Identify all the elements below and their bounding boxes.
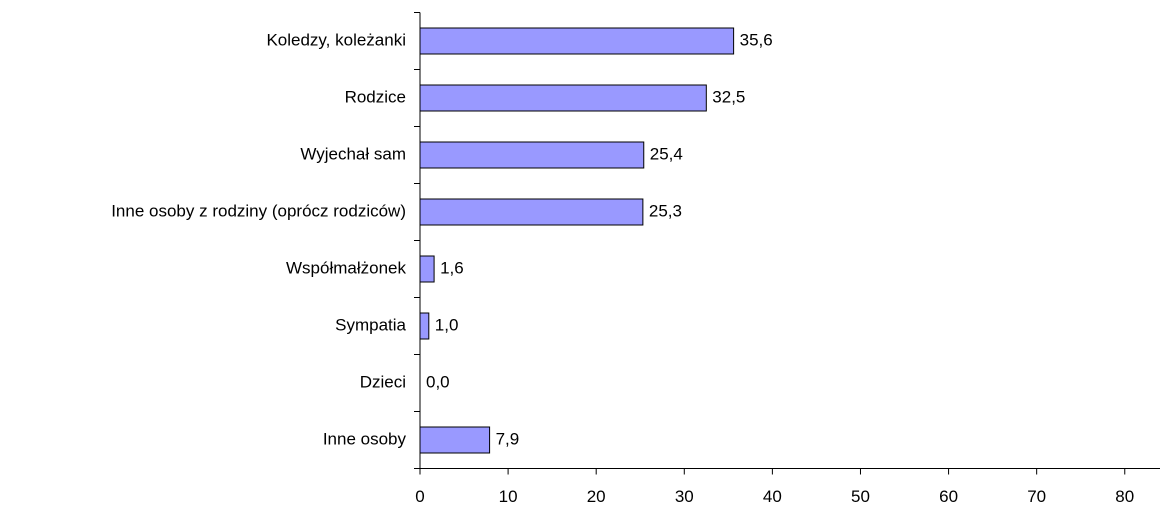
x-tick-label: 0 xyxy=(415,487,424,506)
x-tick-label: 50 xyxy=(851,487,870,506)
data-label: 25,3 xyxy=(649,201,682,220)
y-tick-label: Sympatia xyxy=(335,315,406,334)
y-tick-label: Współmałżonek xyxy=(286,258,406,277)
y-tick-label: Rodzice xyxy=(345,87,406,106)
y-tick-label: Inne osoby z rodziny (oprócz rodziców) xyxy=(111,201,406,220)
x-tick-label: 40 xyxy=(763,487,782,506)
y-tick-label: Dzieci xyxy=(360,372,406,391)
data-label: 32,5 xyxy=(712,87,745,106)
y-tick-label: Wyjechał sam xyxy=(300,144,406,163)
bar xyxy=(419,426,491,454)
x-tick-label: 10 xyxy=(499,487,518,506)
bar xyxy=(419,198,644,226)
data-label: 1,0 xyxy=(435,315,459,334)
x-tick-label: 80 xyxy=(1115,487,1134,506)
y-tick-label: Inne osoby xyxy=(323,429,407,448)
x-tick-label: 60 xyxy=(939,487,958,506)
bar xyxy=(419,27,735,55)
x-tick-label: 30 xyxy=(675,487,694,506)
data-label: 7,9 xyxy=(496,429,520,448)
data-label: 25,4 xyxy=(650,144,683,163)
data-label: 1,6 xyxy=(440,258,464,277)
bar xyxy=(419,84,707,112)
bar xyxy=(419,255,435,283)
data-label: 35,6 xyxy=(740,30,773,49)
bar xyxy=(419,312,430,340)
x-tick-label: 20 xyxy=(587,487,606,506)
bar xyxy=(419,141,645,169)
data-label: 0,0 xyxy=(426,372,450,391)
x-tick-label: 70 xyxy=(1027,487,1046,506)
y-tick-label: Koledzy, koleżanki xyxy=(266,30,406,49)
